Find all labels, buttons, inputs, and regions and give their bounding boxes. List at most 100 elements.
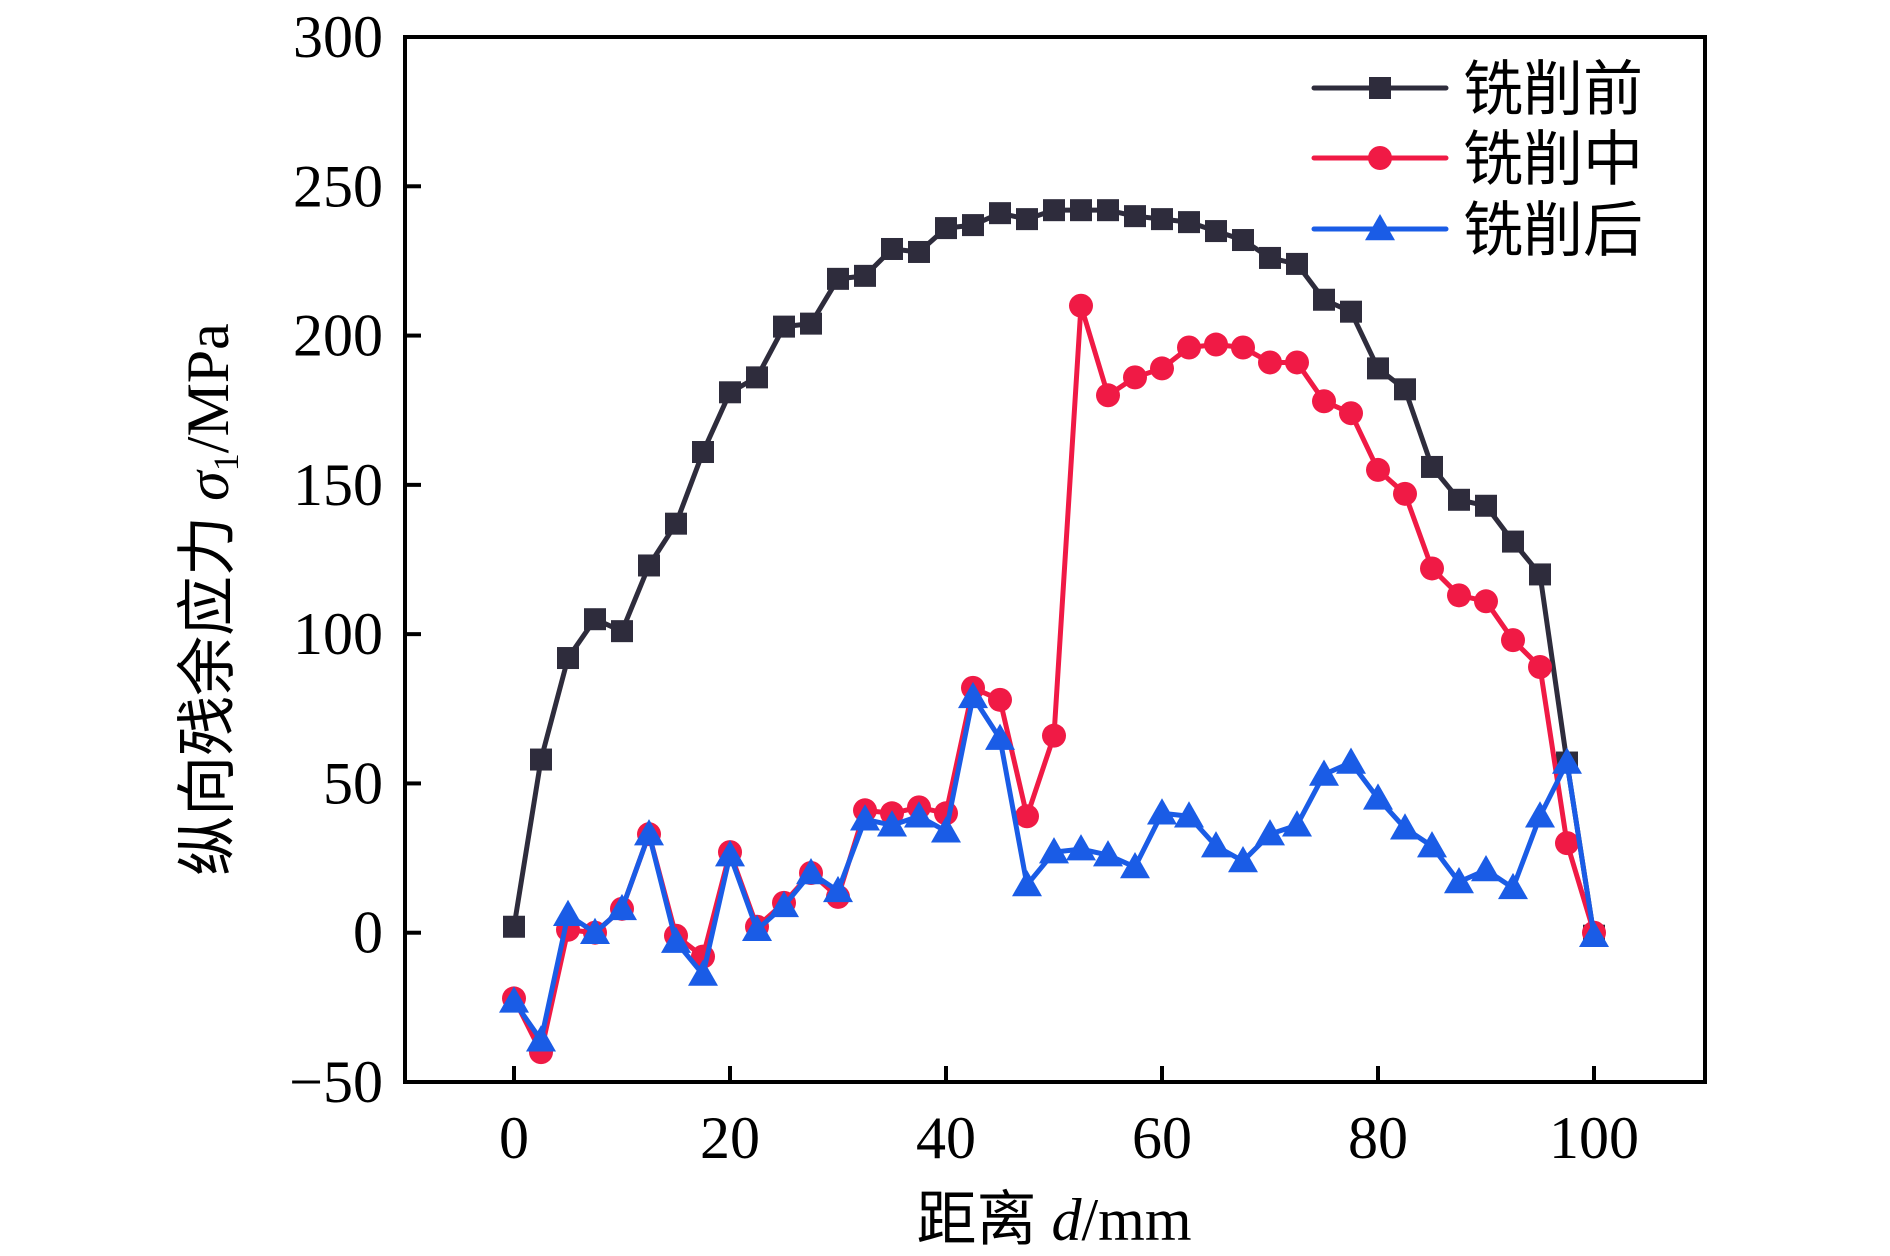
legend-item: 铣削后 <box>1311 196 1643 266</box>
x-tick-label: 100 <box>1549 1105 1639 1171</box>
y-axis-ticks: −50 0 50 100 150 200 250 300 <box>289 4 421 1115</box>
x-tick-label: 20 <box>700 1105 760 1171</box>
x-axis-label-var: d <box>1051 1187 1082 1253</box>
data-point <box>908 240 930 263</box>
data-point <box>769 890 799 918</box>
data-point <box>1502 530 1524 553</box>
data-point <box>962 214 984 237</box>
data-point <box>607 893 637 921</box>
data-point <box>1417 831 1447 858</box>
data-point <box>958 681 988 709</box>
data-point <box>1282 810 1312 837</box>
data-point <box>1552 747 1582 774</box>
data-point <box>692 441 714 464</box>
data-point <box>800 312 822 335</box>
data-point <box>526 1025 556 1052</box>
data-point <box>827 267 849 290</box>
data-point <box>1394 378 1416 401</box>
data-point <box>665 512 687 535</box>
data-point <box>1093 840 1123 867</box>
data-point <box>1579 920 1609 947</box>
data-point <box>1363 783 1393 810</box>
data-point <box>773 315 795 338</box>
data-point <box>1285 350 1309 375</box>
x-tick-label: 80 <box>1348 1105 1408 1171</box>
data-point <box>634 819 664 846</box>
data-point <box>877 810 907 837</box>
data-point <box>1444 866 1474 894</box>
data-point <box>1147 798 1177 825</box>
data-point <box>553 899 583 927</box>
data-point <box>1151 208 1173 231</box>
data-point <box>1066 834 1096 861</box>
data-point <box>1447 583 1471 608</box>
x-axis-ticks: 0 20 40 60 80 100 <box>499 1066 1639 1171</box>
data-point <box>854 264 876 287</box>
y-tick-label: 300 <box>293 4 383 70</box>
data-point <box>1124 205 1146 228</box>
data-point <box>1420 556 1444 581</box>
data-point <box>611 620 633 643</box>
data-point <box>931 816 961 843</box>
data-point <box>1123 365 1147 390</box>
y-tick-label: 150 <box>293 452 383 518</box>
x-axis-label: 距离 d/mm <box>916 1187 1191 1253</box>
data-point <box>1528 654 1552 679</box>
data-point <box>1178 211 1200 234</box>
data-point <box>1501 628 1525 653</box>
data-point <box>1312 389 1336 414</box>
data-point <box>1039 837 1069 864</box>
data-point <box>1228 846 1258 873</box>
data-point <box>1097 199 1119 222</box>
legend-item: 铣削中 <box>1311 125 1643 195</box>
legend-label: 铣削中 <box>1463 125 1643 195</box>
data-point <box>1390 813 1420 840</box>
legend-item: 铣削前 <box>1311 55 1643 125</box>
data-point <box>1043 199 1065 222</box>
data-point <box>688 959 718 986</box>
y-tick-label: 200 <box>293 303 383 369</box>
x-tick-label: 40 <box>916 1105 976 1171</box>
data-point <box>1204 332 1228 357</box>
y-axis-label-unit: /MPa <box>175 323 241 453</box>
legend-marker-triangle-icon <box>1365 214 1395 241</box>
data-point <box>1120 852 1150 879</box>
data-point <box>1205 220 1227 243</box>
data-point <box>1069 293 1093 318</box>
data-point <box>1286 252 1308 275</box>
data-point <box>1471 855 1501 882</box>
y-axis-label: 纵向残余应力 σ1/MPa <box>175 323 246 876</box>
data-point <box>1259 246 1281 269</box>
y-tick-label: 0 <box>353 900 383 966</box>
data-point <box>988 687 1012 712</box>
data-point <box>1555 831 1579 856</box>
data-point <box>715 840 745 867</box>
y-tick-label: 100 <box>293 601 383 667</box>
data-point <box>580 917 610 944</box>
data-point <box>1448 488 1470 511</box>
y-axis-label-subscript: 1 <box>206 453 246 471</box>
data-point <box>1393 481 1417 506</box>
series-line <box>511 694 1597 1043</box>
data-point <box>935 217 957 240</box>
data-point <box>1070 199 1092 222</box>
data-point <box>1336 747 1366 774</box>
data-point <box>1309 759 1339 786</box>
data-point <box>985 723 1015 750</box>
data-point <box>1177 335 1201 360</box>
legend-marker-circle-icon <box>1368 146 1392 170</box>
data-point <box>796 858 826 885</box>
data-point <box>1201 831 1231 858</box>
x-tick-label: 60 <box>1132 1105 1192 1171</box>
y-tick-label: −50 <box>289 1049 383 1115</box>
legend-label: 铣削后 <box>1463 196 1643 266</box>
x-axis-label-prefix: 距离 <box>916 1187 1051 1253</box>
data-point <box>1421 455 1443 478</box>
data-point <box>1313 288 1335 311</box>
data-point <box>742 914 772 941</box>
plot-frame <box>403 35 1707 1084</box>
data-point <box>719 381 741 404</box>
legend-label: 铣削前 <box>1463 55 1643 125</box>
